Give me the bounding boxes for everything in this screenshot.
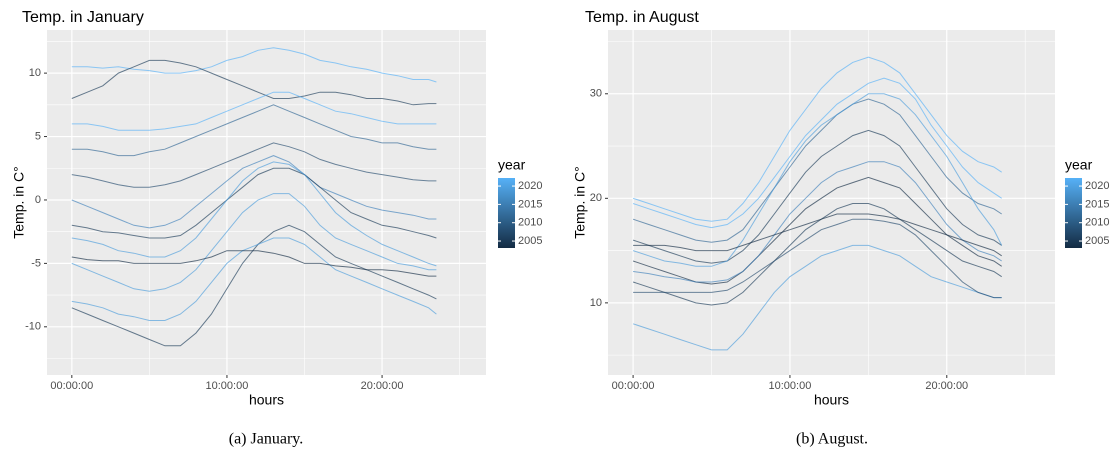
colorbar-label: 2005 [518,235,542,247]
series-line [71,104,437,157]
chart-title: Temp. in January [22,9,144,26]
caption: (a) January. [229,431,303,448]
series-line [632,98,1002,243]
legend-title: year [1065,157,1093,173]
series-line [71,167,437,239]
series-line [632,93,1003,267]
colorbar-label: 2010 [518,217,542,229]
series-line [71,250,437,277]
series-line [71,59,437,106]
y-tick-label: -5 [31,257,41,269]
y-tick-label: 5 [35,130,41,142]
x-tick-label: 10:00:00 [769,380,812,392]
series-line [632,244,1002,351]
x-tick-label: 20:00:00 [361,380,404,392]
colorbar [498,178,515,248]
colorbar-label: 2020 [1085,180,1109,192]
caption: (b) August. [796,431,868,448]
series-line [633,161,1002,283]
y-tick-label: 10 [590,297,602,309]
series-line [71,193,437,292]
y-tick-label: 20 [590,192,602,204]
series-line [71,91,437,131]
x-axis-title: hours [814,392,849,408]
series-line [71,161,437,267]
chart-title: Temp. in August [585,9,699,26]
x-axis-title: hours [249,392,284,408]
x-tick-label: 00:00:00 [50,380,93,392]
colorbar [1065,178,1082,248]
x-tick-label: 20:00:00 [925,380,968,392]
series-line [71,47,437,83]
x-tick-label: 10:00:00 [206,380,249,392]
series-line [632,129,1002,264]
colorbar-label: 2020 [518,180,542,192]
series-line [633,218,1002,299]
legend-title: year [498,157,526,173]
series-line [71,237,437,321]
y-tick-label: 0 [35,194,41,206]
y-axis-title: Temp. in C° [572,166,588,239]
chart: 10 20 30 00:00:00 10:00:00 20:00:00 Temp. in A… [572,9,1110,447]
plot-panel [608,30,1055,375]
series-line [71,142,437,188]
chart: -10 -5 0 5 10 00:00:00 10:00:00 20:00:00 Temp. i… [11,9,543,447]
colorbar-label: 2015 [1085,198,1109,210]
y-axis-title: Temp. in C° [11,166,27,239]
series-line [71,155,437,229]
series-line [632,56,1002,222]
y-tick-label: 30 [590,88,602,100]
colorbar-label: 2015 [518,198,542,210]
plot-panel [47,30,486,375]
colorbar-label: 2005 [1085,235,1109,247]
series-line [632,77,1002,229]
series-line [633,213,1002,257]
colorbar-label: 2010 [1085,217,1109,229]
y-tick-label: -10 [25,321,41,333]
y-tick-label: 10 [29,67,41,79]
x-tick-label: 00:00:00 [612,380,655,392]
